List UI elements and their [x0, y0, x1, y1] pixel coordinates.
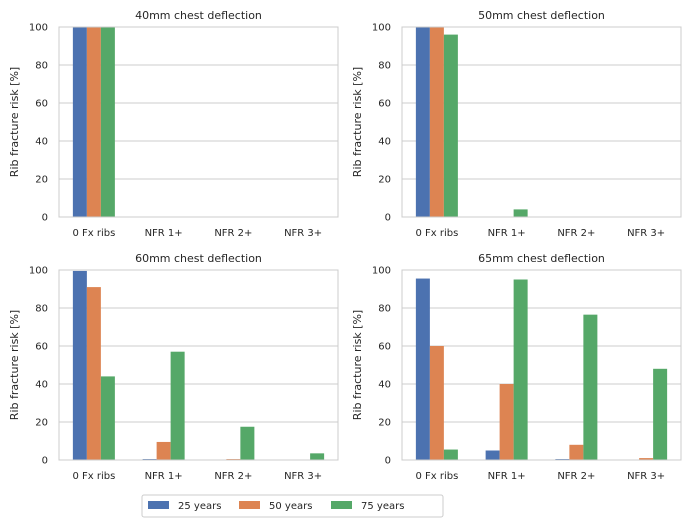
bar — [72, 27, 87, 217]
y-tick-label: 40 — [35, 137, 48, 148]
bar — [100, 376, 115, 460]
y-tick-label: 60 — [378, 342, 391, 353]
bar — [156, 441, 171, 460]
bar — [653, 368, 668, 460]
bar — [170, 351, 185, 460]
legend-box — [141, 494, 444, 518]
x-tick-label: NFR 2+ — [214, 228, 252, 239]
x-tick-label: NFR 2+ — [214, 471, 252, 482]
y-tick-label: 0 — [42, 213, 48, 224]
y-tick-label: 0 — [385, 456, 391, 467]
bar — [443, 449, 458, 460]
legend-swatch — [239, 501, 260, 509]
subplot-2: 0 20 40 60 80 100 0 Fx ribs NFR 1+ NFR 2+ NFR 3+ 5… — [351, 9, 682, 239]
y-tick-label: 100 — [29, 266, 48, 277]
y-tick-label: 20 — [35, 418, 48, 429]
x-tick-label: NFR 3+ — [284, 471, 322, 482]
plot-frame — [58, 269, 339, 461]
subplot-3: 0 20 40 60 80 100 0 Fx ribs NFR 1+ NFR 2+ NFR 3+ 6… — [8, 252, 339, 482]
y-tick-label: 100 — [372, 23, 391, 34]
bar — [415, 278, 430, 460]
subplot-title: 60mm chest deflection — [135, 252, 262, 265]
y-tick-label: 80 — [378, 61, 391, 72]
legend-label: 50 years — [269, 501, 312, 512]
y-tick-label: 60 — [35, 342, 48, 353]
bar — [485, 450, 500, 460]
subplot-1: 0 20 40 60 80 100 0 Fx ribs NFR 1+ NFR 2+ NFR 3+ 4… — [8, 9, 339, 239]
bar — [429, 346, 444, 460]
bar — [72, 270, 87, 460]
y-tick-label: 60 — [378, 99, 391, 110]
bar — [86, 27, 101, 217]
bar — [429, 27, 444, 217]
y-tick-label: 40 — [378, 137, 391, 148]
y-tick-label: 40 — [35, 380, 48, 391]
y-tick-label: 20 — [35, 175, 48, 186]
legend-swatch — [331, 501, 352, 509]
x-tick-label: 0 Fx ribs — [415, 471, 458, 482]
subplot-title: 50mm chest deflection — [478, 9, 605, 22]
x-tick-label: NFR 2+ — [557, 228, 595, 239]
x-tick-label: NFR 3+ — [284, 228, 322, 239]
plot-frame — [58, 26, 339, 218]
y-tick-label: 0 — [42, 456, 48, 467]
bar — [639, 458, 654, 460]
y-axis-label: Rib fracture risk [%] — [351, 67, 364, 177]
x-tick-label: NFR 2+ — [557, 471, 595, 482]
x-tick-label: 0 Fx ribs — [415, 228, 458, 239]
x-tick-label: NFR 3+ — [627, 228, 665, 239]
y-tick-label: 40 — [378, 380, 391, 391]
y-tick-label: 100 — [372, 266, 391, 277]
y-tick-label: 0 — [385, 213, 391, 224]
subplot-4: 0 20 40 60 80 100 0 Fx ribs NFR 1+ NFR 2+ NFR 3+ 6… — [351, 252, 682, 482]
x-tick-label: 0 Fx ribs — [72, 228, 115, 239]
y-axis-label: Rib fracture risk [%] — [8, 67, 21, 177]
bar — [569, 444, 584, 460]
bar — [415, 27, 430, 217]
bar — [310, 453, 325, 460]
plot-frame — [401, 26, 682, 218]
bar — [86, 287, 101, 460]
y-tick-label: 20 — [378, 175, 391, 186]
y-tick-label: 20 — [378, 418, 391, 429]
bar — [513, 209, 528, 217]
legend: 25 years 50 years 75 years — [141, 494, 444, 518]
y-axis-label: Rib fracture risk [%] — [351, 310, 364, 420]
x-tick-label: NFR 1+ — [488, 228, 526, 239]
legend-label: 25 years — [178, 501, 221, 512]
y-tick-label: 80 — [35, 61, 48, 72]
subplot-title: 65mm chest deflection — [478, 252, 605, 265]
x-tick-label: 0 Fx ribs — [72, 471, 115, 482]
legend-label: 75 years — [361, 501, 404, 512]
x-tick-label: NFR 3+ — [627, 471, 665, 482]
bar — [499, 384, 514, 460]
subplot-title: 40mm chest deflection — [135, 9, 262, 22]
bar — [513, 279, 528, 460]
bar — [583, 314, 598, 460]
y-tick-label: 100 — [29, 23, 48, 34]
bar — [240, 426, 255, 460]
x-tick-label: NFR 1+ — [145, 228, 183, 239]
plot-frame — [401, 269, 682, 461]
bar — [443, 34, 458, 217]
x-tick-label: NFR 1+ — [488, 471, 526, 482]
bar — [100, 27, 115, 217]
y-tick-label: 80 — [378, 304, 391, 315]
y-tick-label: 60 — [35, 99, 48, 110]
y-axis-label: Rib fracture risk [%] — [8, 310, 21, 420]
legend-swatch — [148, 501, 169, 509]
y-tick-label: 80 — [35, 304, 48, 315]
x-tick-label: NFR 1+ — [145, 471, 183, 482]
